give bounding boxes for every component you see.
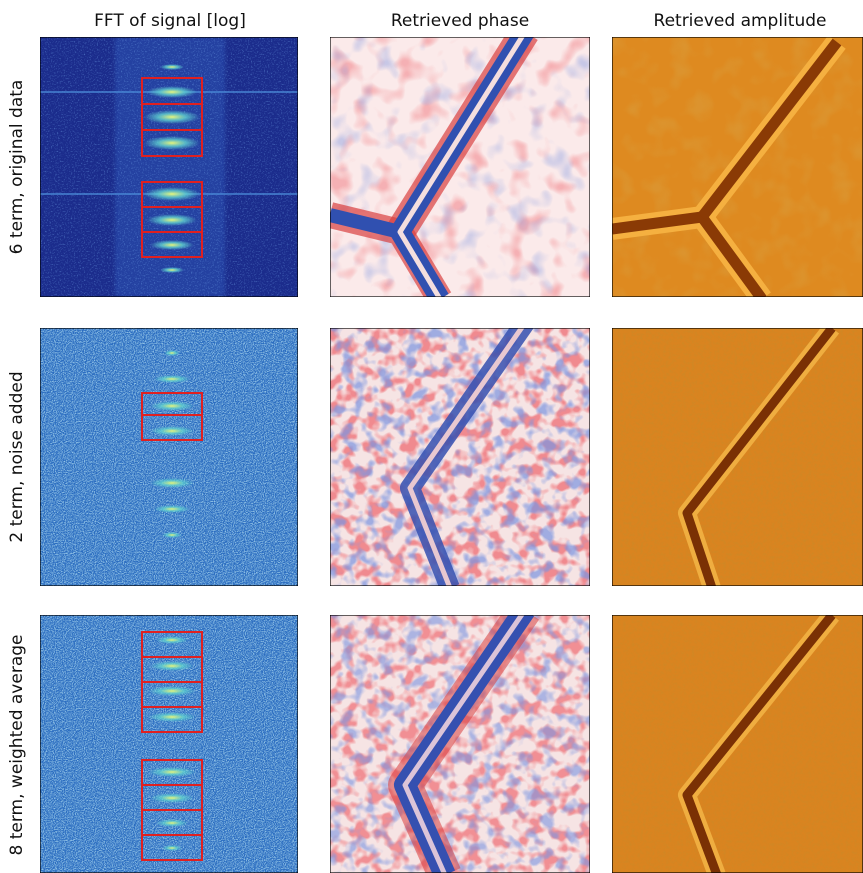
column-header: Retrieved amplitude bbox=[654, 11, 827, 31]
fft-panel bbox=[40, 37, 298, 297]
figure: FFT of signal [log] Retrieved phase Retr… bbox=[0, 0, 863, 873]
fft-panel bbox=[40, 328, 298, 586]
column-header: FFT of signal [log] bbox=[94, 11, 246, 31]
row-label: 8 term, weighted average bbox=[7, 635, 27, 856]
row-label: 6 term, original data bbox=[7, 80, 27, 255]
phase-panel bbox=[330, 323, 590, 588]
amplitude-panel bbox=[612, 615, 863, 873]
amplitude-panel bbox=[612, 328, 863, 588]
column-header: Retrieved phase bbox=[391, 11, 529, 31]
row-label: 2 term, noise added bbox=[7, 371, 27, 542]
fft-panel bbox=[40, 615, 298, 873]
amplitude-panel bbox=[612, 37, 863, 299]
phase-panel bbox=[330, 610, 590, 873]
phase-panel bbox=[330, 32, 590, 299]
